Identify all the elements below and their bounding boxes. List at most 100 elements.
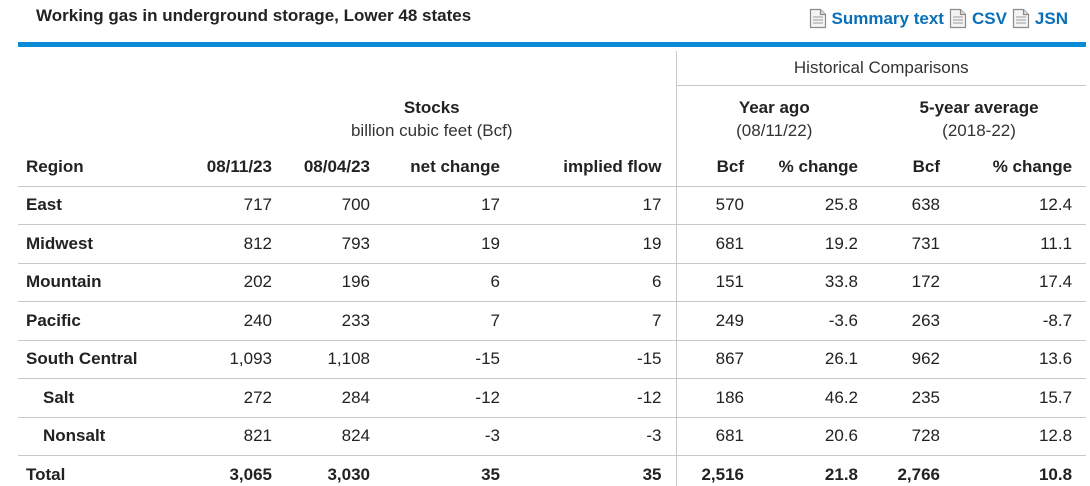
table-cell: 15.7	[954, 378, 1087, 418]
table-cell: 172	[872, 263, 955, 302]
stocks-subtitle: billion cubic feet (Bcf)	[350, 121, 513, 140]
table-cell: 6	[514, 263, 677, 302]
table-cell: 25.8	[758, 186, 873, 225]
five-year-group-header: 5-year average (2018-22)	[872, 85, 1086, 148]
region-name: South Central	[18, 340, 188, 379]
column-header: net change	[384, 148, 514, 187]
table-cell: 19	[384, 224, 514, 264]
document-icon	[949, 8, 967, 29]
table-cell: 21.8	[824, 465, 859, 484]
csv-link[interactable]: CSV	[949, 8, 1007, 29]
table-cell: 681	[675, 224, 759, 264]
table-cell: 728	[872, 417, 955, 456]
table-cell: 821	[188, 417, 286, 456]
csv-label: CSV	[971, 8, 1007, 28]
table-cell: 26.1	[758, 340, 873, 379]
table-cell: 1,093	[188, 340, 286, 379]
table-cell: -3	[384, 417, 514, 456]
table-cell: 824	[286, 417, 384, 456]
table-cell: 3,065	[229, 465, 272, 484]
column-header-row: Region 08/11/23 08/04/23 net change impl…	[18, 148, 1087, 187]
table-cell: 249	[675, 301, 759, 341]
column-header: 08/04/23	[286, 148, 384, 187]
region-name: Salt	[18, 378, 188, 418]
table-cell: 7	[384, 301, 514, 341]
document-icon	[809, 8, 826, 29]
table-cell: 233	[286, 301, 384, 341]
table-cell: 17	[514, 186, 677, 225]
column-header: implied flow	[514, 148, 677, 187]
table-cell: 196	[286, 263, 384, 302]
column-header: % change	[954, 148, 1087, 187]
five-year-subtitle: (2018-22)	[942, 121, 1016, 140]
table-cell: 681	[675, 417, 759, 456]
table-cell: 202	[188, 263, 286, 302]
table-cell: 12.4	[954, 186, 1087, 225]
table-cell: 235	[872, 378, 955, 418]
table-cell: 33.8	[758, 263, 873, 302]
region-name: Pacific	[18, 301, 188, 341]
table-cell: 7	[514, 301, 677, 341]
table-cell: 11.1	[954, 224, 1087, 264]
historical-comparisons-caption: Historical Comparisons	[675, 51, 1087, 86]
jsn-link[interactable]: JSN	[1012, 8, 1068, 29]
document-icon	[1012, 8, 1030, 29]
table-cell: 263	[872, 301, 955, 341]
summary-text-link[interactable]: Summary text	[809, 8, 944, 29]
table-cell: 962	[872, 340, 955, 379]
page-title: Working gas in underground storage, Lowe…	[36, 6, 472, 25]
table-cell: 19	[514, 224, 677, 264]
table-cell: 19.2	[758, 224, 873, 264]
region-name: Nonsalt	[18, 417, 188, 456]
table-cell: 731	[872, 224, 955, 264]
table-row: Mountain 202 196 6 6 151 33.8 172 17.4	[18, 263, 1087, 302]
table-cell: 284	[286, 378, 384, 418]
stocks-group-header: Stocks billion cubic feet (Bcf)	[188, 85, 676, 148]
column-header: Bcf	[872, 148, 955, 187]
table-cell: -12	[514, 378, 677, 418]
table-cell: 12.8	[954, 417, 1087, 456]
column-header: Bcf	[675, 148, 759, 187]
table-cell: 13.6	[954, 340, 1087, 379]
table-cell: 35	[642, 465, 662, 484]
table-cell: 20.6	[758, 417, 873, 456]
table-cell: 2,766	[897, 465, 941, 484]
table-cell: 570	[675, 186, 759, 225]
table-cell: 867	[675, 340, 759, 379]
table-cell: 151	[675, 263, 759, 302]
table-row: South Central 1,093 1,108 -15 -15 867 26.1 962 1…	[18, 340, 1087, 379]
column-header: Region	[18, 148, 188, 187]
table-body: East 717 700 17 17 570 25.8 638 12.4 Midwest 812 79…	[18, 186, 1087, 486]
table-cell: 17.4	[954, 263, 1087, 302]
header-divider	[18, 42, 1086, 47]
total-row: Total 3,065 3,030 35 35 2,516 21.8 2,766 10.8	[18, 455, 1086, 486]
five-year-title: 5-year average	[919, 98, 1039, 117]
table-cell: 638	[872, 186, 955, 225]
table-cell: 240	[188, 301, 286, 341]
jsn-label: JSN	[1034, 8, 1068, 28]
table-cell: 2,516	[675, 455, 759, 486]
table-cell: -3	[514, 417, 677, 456]
table-cell: 717	[188, 186, 286, 225]
table-cell: 186	[675, 378, 759, 418]
table-cell: 272	[188, 378, 286, 418]
page-header: Working gas in underground storage, Lowe…	[0, 0, 1090, 44]
table-cell: 1,108	[286, 340, 384, 379]
table-row: East 717 700 17 17 570 25.8 638 12.4	[18, 186, 1087, 225]
table-cell: 700	[286, 186, 384, 225]
table-cell: 17	[384, 186, 514, 225]
table-cell: -15	[384, 340, 514, 379]
table-cell: 793	[286, 224, 384, 264]
stocks-title: Stocks	[403, 98, 460, 117]
year-ago-title: Year ago	[738, 98, 810, 117]
table-cell: 10.8	[1038, 465, 1073, 484]
column-header: % change	[758, 148, 873, 187]
table-row: Nonsalt 821 824 -3 -3 681 20.6 728 12.8	[18, 417, 1087, 456]
year-ago-subtitle: (08/11/22)	[736, 121, 813, 140]
table-row: Salt 272 284 -12 -12 186 46.2 235 15.7	[18, 378, 1087, 418]
column-header: 08/11/23	[188, 148, 286, 187]
table-row: Midwest 812 793 19 19 681 19.2 731 11.1	[18, 224, 1087, 264]
year-ago-group-header: Year ago (08/11/22)	[675, 85, 873, 148]
region-name: Mountain	[18, 263, 188, 302]
historical-caption-row: Historical Comparisons	[18, 51, 1087, 86]
